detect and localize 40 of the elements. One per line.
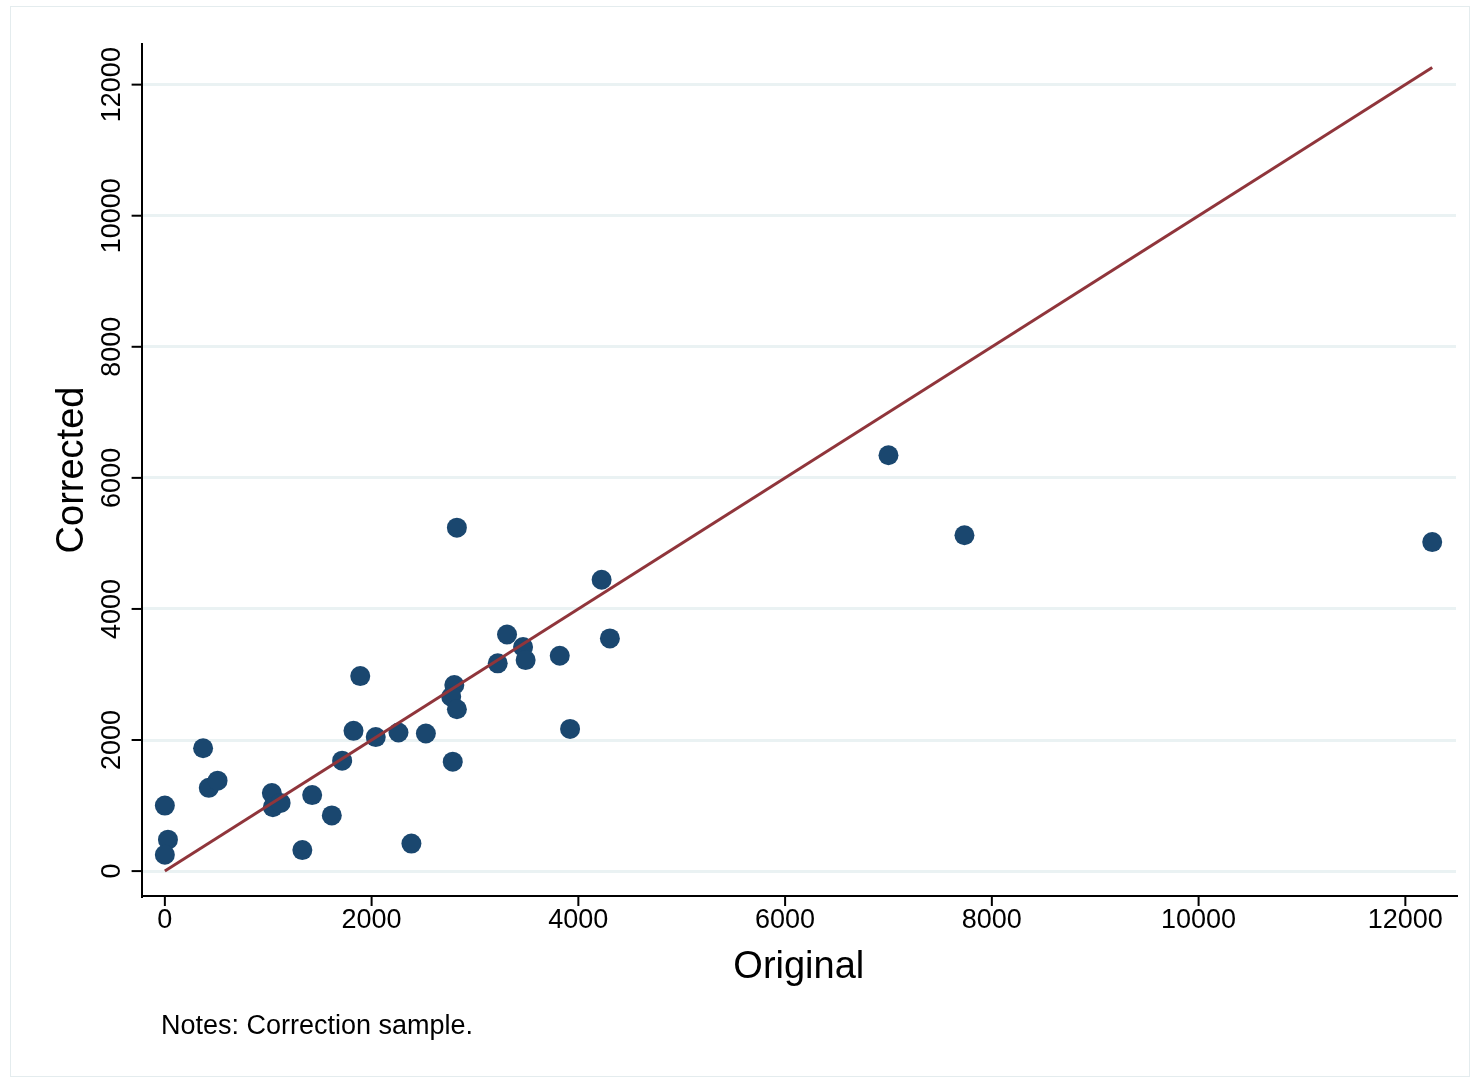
- y-tick-label: 10000: [95, 178, 126, 254]
- y-tick-label: 12000: [95, 47, 126, 123]
- point: [302, 785, 323, 806]
- x-tick-label: 8000: [961, 903, 1022, 934]
- point: [497, 624, 518, 645]
- point: [401, 833, 422, 854]
- point: [549, 645, 570, 666]
- point: [878, 445, 899, 466]
- point: [343, 720, 364, 741]
- point: [154, 795, 175, 816]
- point: [599, 628, 620, 649]
- point: [560, 718, 581, 739]
- y-tick-label: 8000: [95, 316, 126, 377]
- point: [515, 650, 536, 671]
- point: [1422, 532, 1443, 553]
- point: [591, 569, 612, 590]
- x-tick-label: 12000: [1367, 903, 1443, 934]
- point: [193, 738, 214, 759]
- y-tick-label: 6000: [95, 447, 126, 508]
- point: [415, 723, 436, 744]
- x-tick-label: 0: [157, 903, 173, 934]
- y-tick-label: 2000: [95, 709, 126, 771]
- point: [321, 805, 342, 826]
- y-tick-label: 4000: [95, 578, 126, 639]
- y-axis-title: Corrected: [49, 386, 92, 554]
- point: [350, 666, 371, 687]
- point: [446, 517, 467, 538]
- point: [154, 844, 175, 865]
- text: Notes: Correction sample.: [161, 1010, 474, 1040]
- y-tick-label: 0: [95, 863, 126, 879]
- point: [954, 525, 975, 546]
- x-tick-label: 6000: [755, 903, 816, 934]
- x-axis-title: Original: [733, 943, 865, 986]
- x-tick-label: 2000: [341, 903, 402, 934]
- point: [207, 770, 228, 791]
- point: [292, 840, 313, 861]
- x-tick-label: 10000: [1161, 903, 1237, 934]
- point: [442, 751, 463, 772]
- x-tick-label: 4000: [548, 903, 609, 934]
- point: [446, 699, 467, 720]
